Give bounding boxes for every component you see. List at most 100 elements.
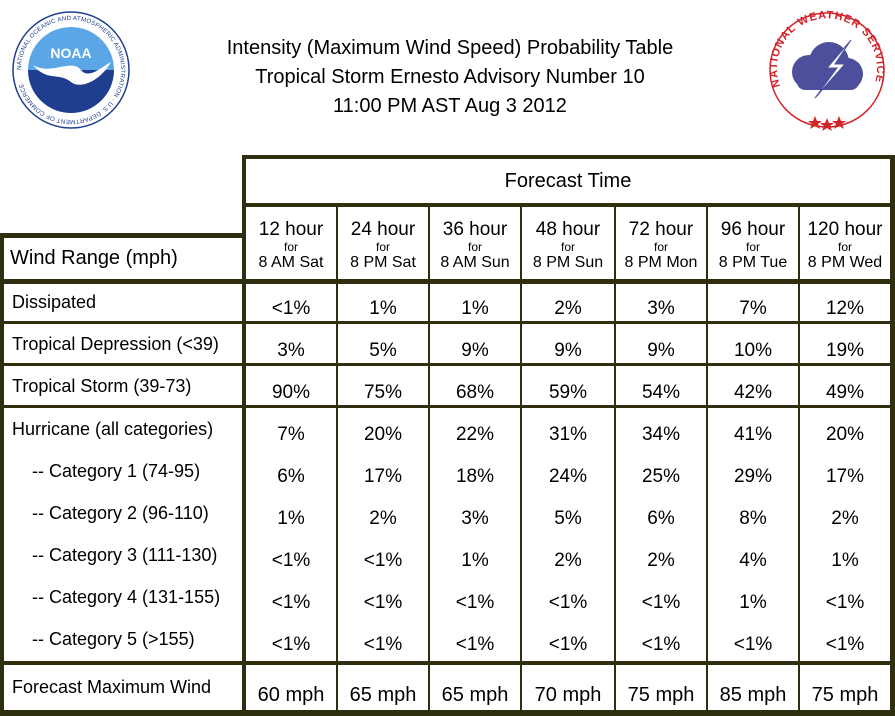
row-label: -- Category 1 (74-95) bbox=[32, 461, 201, 481]
probability-cell: 4% bbox=[739, 550, 767, 571]
max-wind-cell: 85 mph bbox=[719, 683, 787, 706]
rule-left-outer bbox=[0, 233, 4, 716]
noaa-logo: NATIONAL OCEANIC AND ATMOSPHERIC ADMINIS… bbox=[12, 11, 130, 129]
probability-table: Forecast Time Wind Range (mph) 12 hour for 8… bbox=[0, 155, 895, 716]
rule-col-2 bbox=[428, 207, 430, 716]
column-hours: 36 hour bbox=[442, 219, 508, 240]
column-hours: 24 hour bbox=[350, 219, 416, 240]
rule-bottom bbox=[0, 710, 895, 716]
column-valid-time: 8 PM Wed bbox=[807, 254, 883, 271]
forecast-time-heading: Forecast Time bbox=[504, 169, 632, 192]
row-label: -- Category 2 (96-110) bbox=[32, 503, 209, 523]
probability-cell: 2% bbox=[647, 550, 675, 571]
probability-cell: <1% bbox=[271, 550, 311, 571]
probability-cell: 68% bbox=[455, 382, 495, 403]
row-label: Dissipated bbox=[12, 292, 97, 312]
probability-cell: 12% bbox=[825, 298, 865, 319]
noaa-logo-text: NOAA bbox=[50, 45, 91, 61]
column-for: for bbox=[375, 240, 390, 254]
column-for: for bbox=[837, 240, 852, 254]
probability-cell: 1% bbox=[369, 298, 397, 319]
column-header: 12 hour for 8 AM Sat bbox=[246, 216, 336, 276]
probability-cell: 1% bbox=[461, 298, 489, 319]
max-wind-cell: 65 mph bbox=[349, 683, 417, 706]
title-line-2: Tropical Storm Ernesto Advisory Number 1… bbox=[255, 66, 645, 88]
rule-row-2 bbox=[0, 363, 895, 366]
wind-range-heading: Wind Range (mph) bbox=[10, 247, 178, 269]
rule-row-3 bbox=[0, 405, 895, 408]
column-for: for bbox=[283, 240, 298, 254]
probability-cell: <1% bbox=[733, 634, 773, 655]
rule-col-5 bbox=[706, 207, 708, 716]
probability-cell: 19% bbox=[825, 340, 865, 361]
probability-cell: <1% bbox=[641, 592, 681, 613]
probability-cell: 54% bbox=[641, 382, 681, 403]
probability-cell: <1% bbox=[825, 634, 865, 655]
rule-col-3 bbox=[520, 207, 522, 716]
probability-cell: 1% bbox=[277, 508, 305, 529]
max-wind-cell: 70 mph bbox=[534, 683, 602, 706]
probability-cell: 3% bbox=[461, 508, 489, 529]
probability-cell: <1% bbox=[271, 592, 311, 613]
rule-row-1 bbox=[0, 321, 895, 324]
probability-cell: 75% bbox=[363, 382, 403, 403]
rule-col-0 bbox=[242, 155, 246, 716]
rule-below-header bbox=[0, 279, 895, 284]
column-hours: 96 hour bbox=[720, 219, 786, 240]
probability-cell: 7% bbox=[277, 424, 305, 445]
probability-cell: <1% bbox=[271, 634, 311, 655]
probability-cell: 22% bbox=[455, 424, 495, 445]
column-for: for bbox=[745, 240, 760, 254]
nws-stars bbox=[808, 116, 846, 131]
probability-cell: 10% bbox=[733, 340, 773, 361]
probability-cell: <1% bbox=[455, 592, 495, 613]
probability-cell: 6% bbox=[647, 508, 675, 529]
column-for: for bbox=[467, 240, 482, 254]
column-valid-time: 8 AM Sat bbox=[258, 254, 324, 271]
probability-cell: 17% bbox=[825, 466, 865, 487]
probability-cell: <1% bbox=[641, 634, 681, 655]
page-title: Intensity (Maximum Wind Speed) Probabili… bbox=[150, 34, 750, 121]
probability-cell: 59% bbox=[548, 382, 588, 403]
column-valid-time: 8 AM Sun bbox=[440, 254, 510, 271]
probability-cell: 20% bbox=[825, 424, 865, 445]
probability-cell: 2% bbox=[831, 508, 859, 529]
column-hours: 72 hour bbox=[628, 219, 694, 240]
probability-cell: 42% bbox=[733, 382, 773, 403]
probability-cell: <1% bbox=[548, 634, 588, 655]
probability-cell: 3% bbox=[277, 340, 305, 361]
column-valid-time: 8 PM Mon bbox=[624, 254, 698, 271]
probability-cell: 2% bbox=[554, 550, 582, 571]
probability-cell: 2% bbox=[554, 298, 582, 319]
probability-cell: 5% bbox=[554, 508, 582, 529]
probability-cell: 9% bbox=[554, 340, 582, 361]
column-hours: 120 hour bbox=[807, 219, 883, 240]
max-wind-cell: 60 mph bbox=[257, 683, 325, 706]
column-header: 72 hour for 8 PM Mon bbox=[616, 216, 706, 276]
title-line-3: 11:00 PM AST Aug 3 2012 bbox=[333, 95, 567, 117]
probability-cell: 41% bbox=[733, 424, 773, 445]
probability-cell: 18% bbox=[455, 466, 495, 487]
row-label: -- Category 5 (>155) bbox=[32, 629, 195, 649]
probability-cell: 25% bbox=[641, 466, 681, 487]
max-wind-cell: 75 mph bbox=[627, 683, 695, 706]
row-label: Tropical Storm (39-73) bbox=[12, 376, 192, 396]
max-wind-cell: 75 mph bbox=[811, 683, 879, 706]
row-label: -- Category 4 (131-155) bbox=[32, 587, 221, 607]
probability-cell: 17% bbox=[363, 466, 403, 487]
probability-cell: 9% bbox=[461, 340, 489, 361]
title-line-1: Intensity (Maximum Wind Speed) Probabili… bbox=[226, 37, 674, 59]
row-label: Tropical Depression (<39) bbox=[12, 334, 219, 354]
probability-cell: <1% bbox=[271, 298, 311, 319]
probability-cell: 34% bbox=[641, 424, 681, 445]
column-header: 24 hour for 8 PM Sat bbox=[338, 216, 428, 276]
probability-cell: <1% bbox=[363, 634, 403, 655]
lightning-bolt-icon bbox=[814, 39, 852, 99]
column-header: 96 hour for 8 PM Tue bbox=[708, 216, 798, 276]
probability-cell: 8% bbox=[739, 508, 767, 529]
probability-cell: 1% bbox=[831, 550, 859, 571]
probability-cell: 29% bbox=[733, 466, 773, 487]
probability-cell: <1% bbox=[548, 592, 588, 613]
probability-cell: 9% bbox=[647, 340, 675, 361]
row-label: Hurricane (all categories) bbox=[12, 419, 214, 439]
